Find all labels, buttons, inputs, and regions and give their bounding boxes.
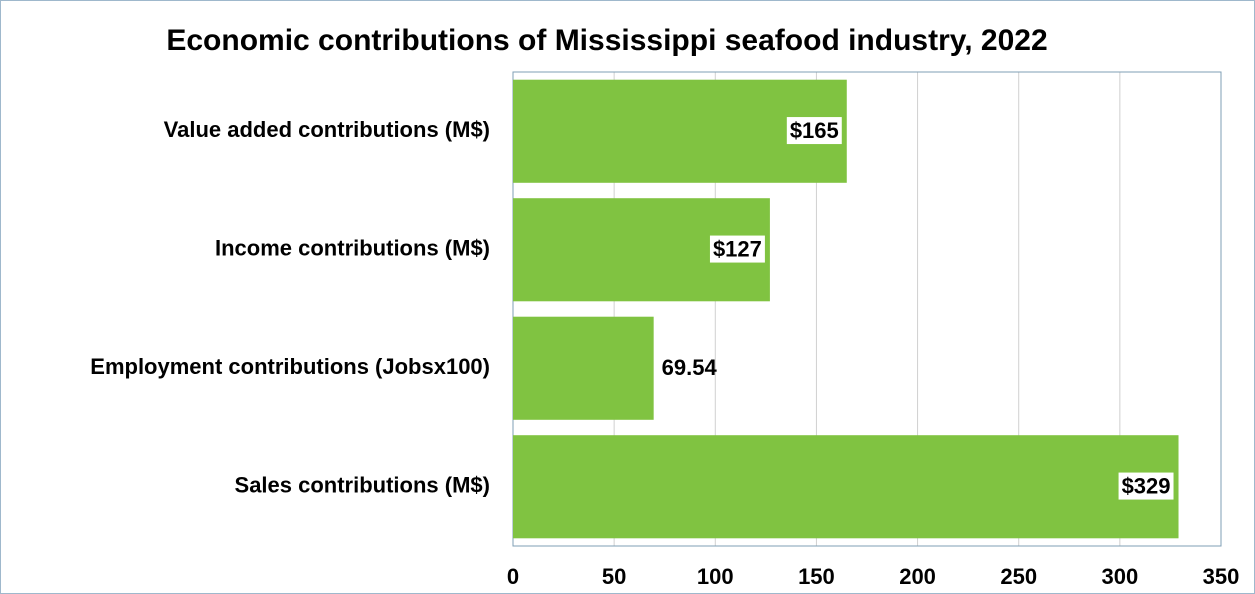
bar <box>513 435 1179 539</box>
bar <box>513 316 654 420</box>
x-tick-label: 100 <box>697 564 734 589</box>
x-tick-label: 0 <box>507 564 519 589</box>
y-tick-label: Employment contributions (Jobsx100) <box>90 354 490 379</box>
x-tick-label: 250 <box>1000 564 1037 589</box>
x-tick-label: 350 <box>1203 564 1240 589</box>
value-label-bg <box>1118 472 1174 500</box>
y-tick-label: Income contributions (M$) <box>215 236 490 261</box>
y-tick-label: Sales contributions (M$) <box>235 473 490 498</box>
x-tick-label: 50 <box>602 564 626 589</box>
x-tick-label: 300 <box>1101 564 1138 589</box>
value-label: 69.54 <box>662 355 718 380</box>
plot-area <box>512 71 1222 547</box>
value-label-bg <box>709 235 765 263</box>
x-tick-label: 150 <box>798 564 835 589</box>
x-tick-label: 200 <box>899 564 936 589</box>
y-tick-label: Value added contributions (M$) <box>164 117 490 142</box>
chart-title: Economic contributions of Mississippi se… <box>166 24 1047 57</box>
value-label-bg <box>786 117 842 145</box>
value-label: $165 <box>790 118 839 143</box>
value-label: $329 <box>1122 474 1171 499</box>
value-label: $127 <box>713 237 762 262</box>
